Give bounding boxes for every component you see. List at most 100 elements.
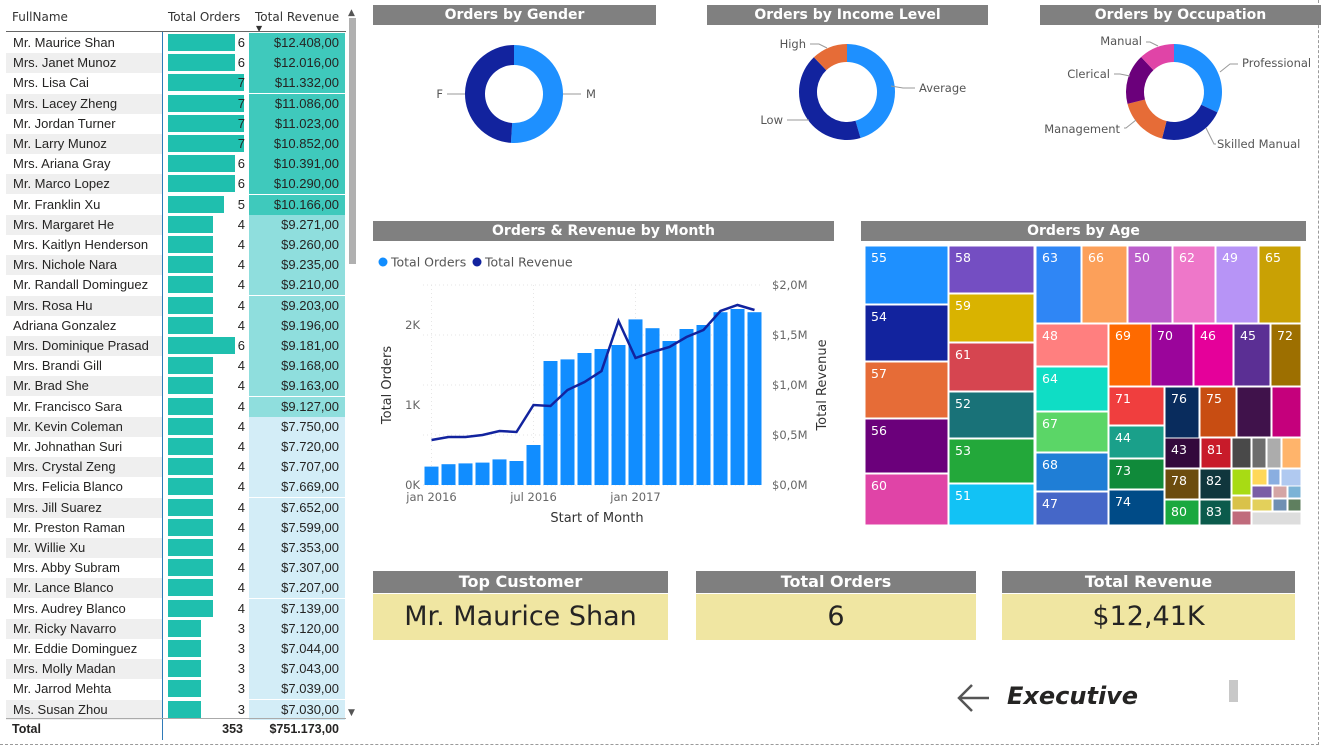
table-row[interactable]: Mr. Brad She 4 $9.163,00	[6, 376, 346, 397]
table-row[interactable]: Ms. Susan Zhou 3 $7.030,00	[6, 699, 346, 720]
table-row[interactable]: Mr. Jarrod Mehta 3 $7.039,00	[6, 679, 346, 700]
orders-bar[interactable]	[696, 325, 711, 485]
age-tile[interactable]	[1108, 386, 1165, 426]
orders-bar[interactable]	[730, 309, 745, 485]
age-tile[interactable]	[1127, 245, 1173, 324]
table-row[interactable]: Mrs. Ariana Gray 6 $10.391,00	[6, 154, 346, 175]
age-tile[interactable]	[1267, 468, 1281, 486]
scroll-up-icon[interactable]: ▲	[348, 8, 355, 18]
orders-bar[interactable]	[611, 345, 626, 485]
table-row[interactable]: Mr. Larry Munoz 7 $10.852,00	[6, 134, 346, 154]
occupation-slice-manual[interactable]	[1141, 44, 1174, 71]
scroll-down-icon[interactable]: ▼	[348, 708, 355, 718]
age-tile[interactable]	[1266, 437, 1282, 469]
age-tile[interactable]	[1281, 437, 1302, 469]
header-total-orders[interactable]: Total Orders	[168, 10, 241, 24]
header-total-revenue[interactable]: Total Revenue	[255, 10, 340, 24]
gender-slice-f[interactable]	[465, 45, 514, 143]
age-tile[interactable]	[1081, 245, 1128, 324]
age-tile[interactable]	[1108, 458, 1165, 490]
age-tile[interactable]	[1233, 323, 1271, 387]
age-tile[interactable]	[948, 391, 1035, 439]
table-row[interactable]: Adriana Gonzalez 4 $9.196,00	[6, 315, 346, 336]
occupation-slice-management[interactable]	[1127, 99, 1167, 139]
age-tile[interactable]	[864, 418, 949, 474]
age-tile[interactable]	[1270, 323, 1302, 387]
table-row[interactable]: Mr. Randall Dominguez 4 $9.210,00	[6, 275, 346, 296]
age-tile[interactable]	[1231, 510, 1252, 526]
age-tile[interactable]	[1035, 491, 1109, 526]
age-tile[interactable]	[1164, 437, 1201, 469]
table-row[interactable]: Mrs. Molly Madan 3 $7.043,00	[6, 659, 346, 680]
orders-bar[interactable]	[560, 359, 575, 485]
sort-desc-icon[interactable]: ▼	[256, 24, 263, 33]
age-tile[interactable]	[1272, 485, 1288, 499]
age-tile[interactable]	[1108, 323, 1152, 387]
age-tile[interactable]	[1035, 411, 1109, 453]
orders-bar[interactable]	[662, 341, 677, 485]
age-tile[interactable]	[1251, 485, 1273, 499]
age-tile[interactable]	[1251, 468, 1268, 486]
table-row[interactable]: Mrs. Brandi Gill 4 $9.168,00	[6, 356, 346, 377]
age-tile[interactable]	[1272, 498, 1288, 512]
age-tile[interactable]	[1150, 323, 1194, 387]
orders-bar[interactable]	[424, 466, 439, 485]
orders-bar[interactable]	[577, 353, 592, 485]
table-row[interactable]: Mr. Ricky Navarro 3 $7.120,00	[6, 618, 346, 639]
age-tile[interactable]	[1215, 245, 1259, 324]
age-tile[interactable]	[1172, 245, 1216, 324]
monthly-combo-chart[interactable]: Total Orders Total Revenue 0K 1K 2K $0,0M $0,5…	[373, 243, 834, 533]
table-row[interactable]: Mrs. Dominique Prasad 6 $9.181,00	[6, 336, 346, 356]
table-row[interactable]: Mr. Marco Lopez 6 $10.290,00	[6, 174, 346, 195]
age-tile[interactable]	[948, 245, 1035, 294]
age-tile[interactable]	[1287, 485, 1302, 499]
income-slice-high[interactable]	[813, 44, 847, 71]
income-slice-average[interactable]	[847, 44, 895, 139]
age-tile[interactable]	[1199, 386, 1237, 438]
age-tile[interactable]	[1251, 511, 1302, 526]
table-row[interactable]: Mrs. Lacey Zheng 7 $11.086,00	[6, 93, 346, 114]
gender-slice-m[interactable]	[510, 45, 563, 143]
table-row[interactable]: Mrs. Lisa Cai 7 $11.332,00	[6, 73, 346, 94]
age-tile[interactable]	[864, 245, 949, 305]
age-tile[interactable]	[864, 304, 949, 362]
age-tile[interactable]	[948, 438, 1035, 484]
age-tile[interactable]	[864, 473, 949, 526]
age-tile[interactable]	[1231, 437, 1252, 469]
table-row[interactable]: Mr. Jordan Turner 7 $11.023,00	[6, 113, 346, 134]
age-tile[interactable]	[948, 483, 1035, 526]
table-row[interactable]: Mr. Willie Xu 4 $7.353,00	[6, 538, 346, 558]
age-tile[interactable]	[1251, 498, 1273, 512]
age-tile[interactable]	[1164, 468, 1200, 500]
table-row[interactable]: Mr. Kevin Coleman 4 $7.750,00	[6, 416, 346, 437]
age-tile[interactable]	[1236, 386, 1272, 438]
table-row[interactable]: Mrs. Crystal Zeng 4 $7.707,00	[6, 457, 346, 478]
table-row[interactable]: Mrs. Felicia Blanco 4 $7.669,00	[6, 477, 346, 498]
age-treemap-chart[interactable]: 55 58 63 66 50 62 49 65 54 59 48 69 70 46 45 72 57 61 64 71…	[861, 243, 1306, 528]
header-fullname[interactable]: FullName	[12, 10, 68, 24]
occupation-slice-professional[interactable]	[1174, 44, 1222, 113]
orders-bar[interactable]	[509, 461, 524, 485]
age-tile[interactable]	[1258, 245, 1302, 324]
orders-bar[interactable]	[458, 463, 473, 485]
age-tile[interactable]	[1200, 437, 1232, 469]
income-donut-chart[interactable]: Average Low High	[707, 28, 988, 168]
orders-bar[interactable]	[645, 328, 660, 485]
age-tile[interactable]	[1199, 468, 1232, 500]
age-tile[interactable]	[1231, 468, 1252, 496]
orders-bar[interactable]	[628, 319, 643, 485]
income-slice-low[interactable]	[799, 57, 861, 140]
age-tile[interactable]	[1231, 495, 1252, 511]
table-row[interactable]: Mr. Lance Blanco 4 $7.207,00	[6, 578, 346, 599]
orders-bar[interactable]	[543, 361, 558, 485]
age-tile[interactable]	[1035, 366, 1109, 412]
table-row[interactable]: Mrs. Rosa Hu 4 $9.203,00	[6, 295, 346, 316]
orders-bar[interactable]	[713, 312, 728, 485]
table-row[interactable]: Mr. Franklin Xu 5 $10.166,00	[6, 194, 346, 215]
table-scrollbar[interactable]: ▲ ▼	[347, 8, 358, 718]
age-tile[interactable]	[948, 342, 1035, 392]
occupation-slice-skilled-manual[interactable]	[1162, 104, 1218, 140]
age-tile[interactable]	[1164, 499, 1200, 526]
age-tile[interactable]	[1108, 425, 1165, 459]
age-tile[interactable]	[948, 293, 1035, 343]
